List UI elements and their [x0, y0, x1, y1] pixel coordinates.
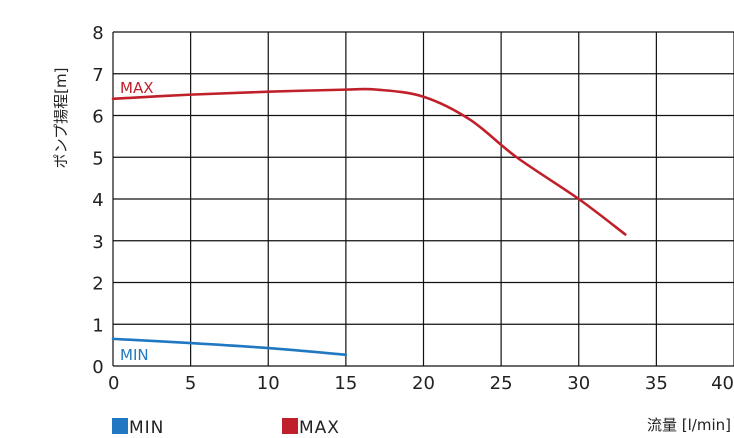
y-tick-label: 8 — [92, 23, 103, 44]
y-axis-ticks: 0 1 2 3 4 5 6 7 8 — [92, 23, 103, 378]
y-tick-label: 6 — [92, 107, 103, 128]
x-tick-label: 15 — [334, 373, 357, 394]
y-tick-label: 3 — [92, 232, 103, 253]
legend: MIN MAX — [112, 418, 340, 438]
x-tick-label: 0 — [108, 373, 119, 394]
series-inline-label-min: MIN — [120, 346, 149, 364]
x-tick-label: 5 — [185, 373, 196, 394]
y-tick-label: 7 — [92, 65, 103, 86]
x-tick-label: 20 — [412, 373, 435, 394]
legend-swatch-min — [112, 418, 128, 434]
series-line-min — [111, 337, 348, 357]
series-inline-labels: MIN MAX — [120, 79, 153, 364]
y-tick-label: 2 — [92, 274, 103, 295]
y-tick-label: 4 — [92, 190, 103, 211]
y-tick-label: 1 — [92, 315, 103, 336]
x-tick-label: 35 — [645, 373, 668, 394]
series-line-max — [111, 87, 627, 236]
series-lines — [111, 87, 627, 357]
x-tick-label: 40 — [711, 373, 734, 394]
x-tick-label: 25 — [490, 373, 513, 394]
legend-label-min: MIN — [129, 418, 164, 438]
x-tick-label: 30 — [567, 373, 590, 394]
grid — [112, 31, 734, 367]
x-axis-label: 流量 [l/min] — [647, 416, 731, 434]
y-axis-label: ポンプ揚程[m] — [52, 68, 70, 169]
legend-label-max: MAX — [299, 418, 340, 438]
y-tick-label: 5 — [92, 148, 103, 169]
legend-swatch-max — [282, 418, 298, 434]
x-axis-ticks: 0 5 10 15 20 25 30 35 40 — [108, 373, 734, 394]
series-inline-label-max: MAX — [120, 79, 153, 97]
x-tick-label: 10 — [257, 373, 280, 394]
y-tick-label: 0 — [92, 357, 103, 378]
